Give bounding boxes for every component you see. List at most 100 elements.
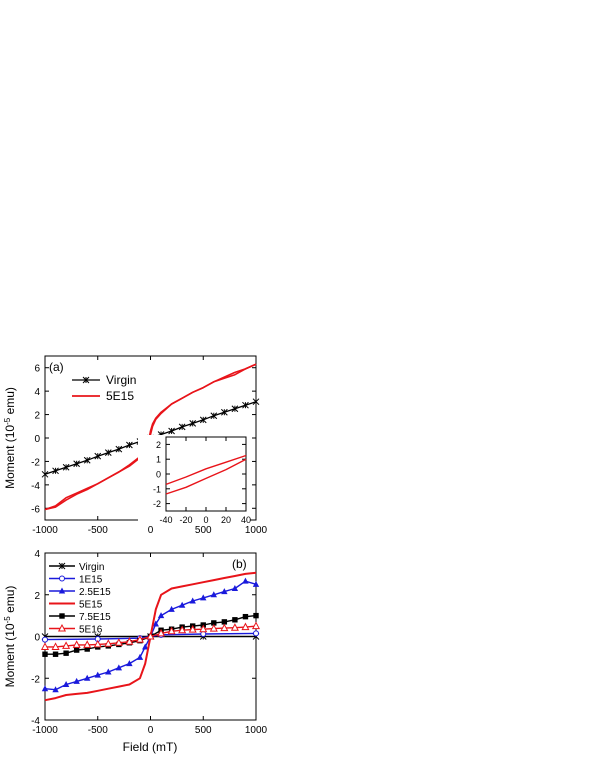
panel-a-y-tick-label: -2	[31, 457, 40, 468]
inset-x-tick-label: -40	[159, 515, 172, 525]
legend-marker-virgin	[82, 376, 90, 384]
data-point-virgin	[199, 416, 207, 424]
legend-marker-virgin	[58, 562, 66, 570]
inset-line-lower	[165, 458, 247, 495]
panel-b-x-tick-label: 500	[195, 725, 212, 736]
legend-label-5e15: 5E15	[106, 389, 134, 403]
data-point-5e16	[241, 622, 250, 631]
legend-label-5e16: 5E16	[79, 625, 103, 636]
panel-a-inset: -40 -20 0 20 40 -2 -1 0 1 2	[138, 435, 251, 525]
data-point-5e16	[114, 638, 123, 646]
panel-a-y-tick-label: -4	[31, 481, 40, 492]
inset-y-tick-label: 0	[156, 470, 161, 480]
data-point-5e16	[167, 626, 176, 635]
panel-b: -1000 -500 0 500 1000 -4 -2 0 2 4 Moment (10-5 emu…	[3, 549, 268, 736]
data-point-virgin	[115, 445, 123, 453]
panel-b-y-axis-title: Moment (10-5 emu)	[3, 586, 17, 688]
data-point-2p5e15	[94, 671, 101, 678]
data-point-virgin	[52, 467, 59, 475]
data-point-2p5e15	[62, 681, 70, 688]
inset-x-tick-label: -20	[179, 515, 192, 525]
inset-y-tick-label: 1	[156, 455, 161, 465]
panel-a-x-tick-label: 500	[195, 525, 212, 536]
data-point-2p5e15	[168, 605, 175, 612]
data-point-virgin	[94, 452, 102, 460]
panel-a-y-axis-title: Moment (10-5 emu)	[3, 387, 17, 489]
data-point-5e16	[230, 623, 239, 631]
data-point-7p5e15	[73, 647, 80, 653]
data-point-virgin	[126, 441, 133, 449]
data-point-5e16	[220, 623, 229, 632]
data-point-virgin	[41, 470, 49, 478]
panel-b-y-tick-label: 2	[34, 591, 40, 602]
panel-a-x-tick-label: -500	[88, 525, 108, 536]
legend-label-1e15: 1E15	[79, 575, 103, 586]
data-point-7p5e15	[232, 617, 238, 623]
data-point-5e16	[146, 631, 155, 640]
inset-y-tick-label: -1	[153, 484, 161, 494]
data-point-1e15	[200, 630, 207, 637]
data-point-5e16	[72, 640, 81, 648]
legend-label-5e15: 5E15	[79, 600, 103, 611]
legend-marker-7p5e15	[59, 613, 65, 619]
x-axis-title: Field (mT)	[123, 740, 178, 754]
data-point-5e16	[135, 635, 144, 643]
data-point-virgin	[210, 412, 218, 420]
data-point-2p5e15	[242, 577, 249, 584]
data-point-7p5e15	[211, 620, 217, 626]
data-point-virgin	[252, 398, 260, 406]
data-point-5e16	[199, 624, 208, 633]
legend-label-2p5e15: 2.5E15	[79, 587, 111, 598]
panel-b-y-tick-label: 4	[34, 549, 40, 560]
data-point-7p5e15	[221, 619, 228, 625]
data-point-5e16	[104, 639, 113, 647]
panel-b-x-tick-label: 1000	[245, 725, 268, 736]
data-point-5e16	[251, 621, 261, 630]
inset-x-tick-label: 20	[221, 515, 231, 525]
panel-b-y-tick-label: -2	[31, 674, 40, 685]
data-point-2p5e15	[52, 686, 59, 693]
data-point-2p5e15	[231, 584, 239, 591]
data-point-virgin	[73, 460, 81, 468]
data-point-2p5e15	[115, 664, 123, 671]
data-point-virgin	[104, 449, 112, 456]
panel-a-x-tick-label: 1000	[245, 525, 268, 536]
legend-label-virgin: Virgin	[79, 562, 104, 573]
data-point-2p5e15	[84, 674, 91, 681]
panel-b-y-tick-label: -4	[31, 716, 40, 727]
legend-label-7p5e15: 7.5E15	[79, 612, 111, 623]
data-point-virgin	[62, 463, 70, 471]
data-point-5e16	[62, 641, 71, 649]
inset-line-upper	[165, 454, 247, 486]
data-point-2p5e15	[189, 597, 196, 604]
data-point-5e16	[157, 628, 166, 637]
panel-a-y-tick-label: 0	[34, 434, 40, 445]
data-point-2p5e15	[41, 685, 49, 692]
data-point-virgin	[231, 405, 239, 413]
panel-b-x-tick-label: -500	[88, 725, 108, 736]
data-point-virgin	[242, 401, 249, 409]
data-point-5e16	[125, 637, 134, 645]
panel-a-y-tick-label: 6	[34, 364, 40, 375]
data-point-5e16	[40, 642, 50, 650]
inset-x-tick-label: 0	[203, 515, 208, 525]
series-line-5e15-branch2	[44, 363, 257, 511]
data-point-7p5e15	[63, 650, 69, 656]
data-point-7p5e15	[84, 646, 90, 652]
data-point-2p5e15	[221, 588, 228, 595]
data-point-2p5e15	[126, 660, 133, 667]
panel-a-x-tick-label: 0	[148, 525, 154, 536]
legend-marker-2p5e15	[58, 587, 66, 594]
data-point-2p5e15	[210, 591, 217, 598]
data-point-7p5e15	[242, 613, 249, 620]
data-point-5e16	[209, 624, 218, 632]
data-point-5e16	[178, 625, 187, 634]
data-point-2p5e15	[200, 594, 207, 601]
data-point-virgin	[168, 427, 175, 435]
inset-y-tick-label: -2	[153, 499, 161, 509]
data-point-2p5e15	[105, 668, 112, 675]
data-point-7p5e15	[253, 612, 259, 619]
